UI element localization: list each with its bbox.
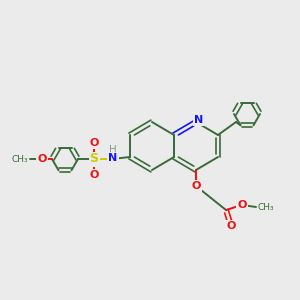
Text: O: O [226,221,236,231]
Text: O: O [37,154,47,164]
Text: O: O [191,181,201,191]
Text: S: S [89,152,98,166]
Text: O: O [89,170,99,180]
Text: H: H [109,145,117,155]
Text: CH₃: CH₃ [11,154,28,164]
Text: O: O [89,138,99,148]
Text: N: N [194,115,204,125]
Text: CH₃: CH₃ [258,202,274,211]
Text: O: O [237,200,247,210]
Text: N: N [108,153,118,163]
